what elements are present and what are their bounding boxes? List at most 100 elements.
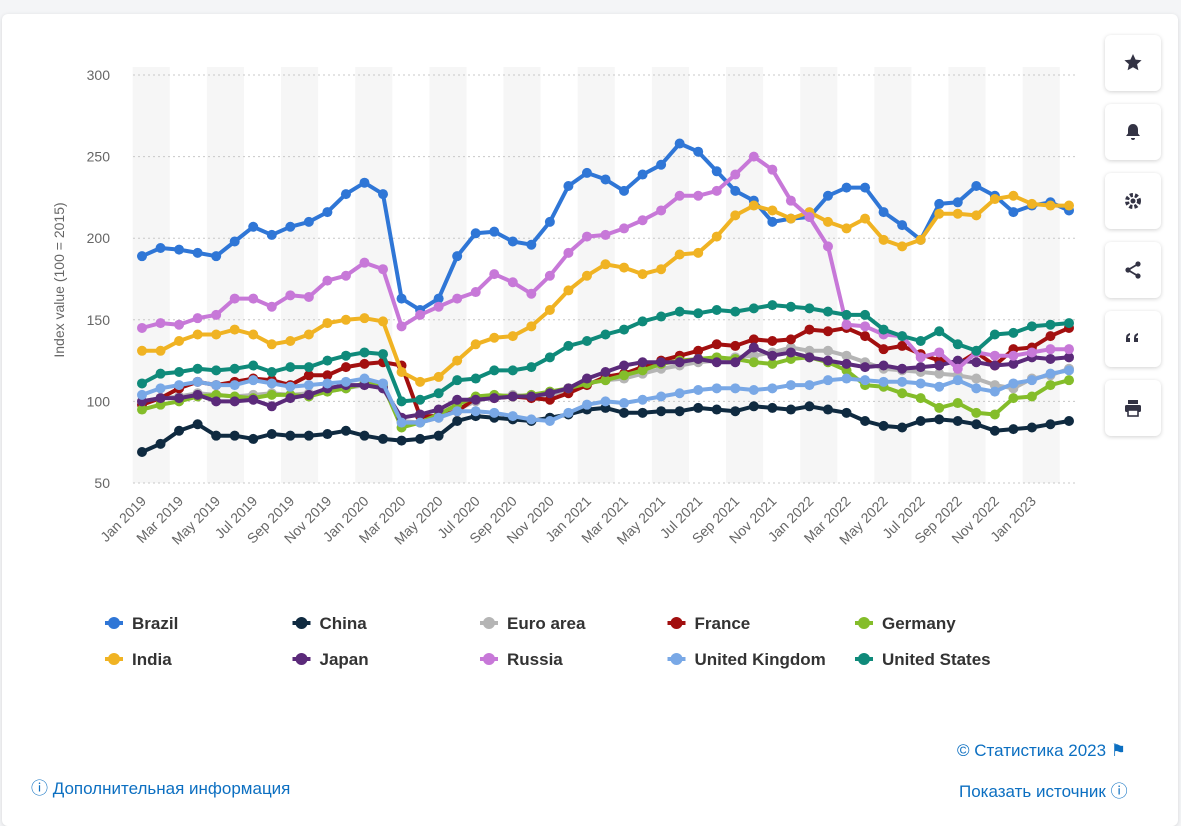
point bbox=[489, 332, 500, 343]
point bbox=[860, 213, 871, 224]
point bbox=[934, 414, 945, 425]
settings-button[interactable] bbox=[1105, 173, 1161, 229]
point bbox=[971, 210, 982, 221]
more-info[interactable]: ⓘ Дополнительная информация bbox=[31, 779, 291, 798]
point bbox=[340, 376, 351, 387]
legend-label: China bbox=[320, 614, 368, 633]
point bbox=[470, 373, 481, 384]
point bbox=[470, 228, 481, 239]
point bbox=[526, 239, 537, 250]
point bbox=[415, 309, 426, 320]
point bbox=[285, 362, 296, 373]
point bbox=[285, 393, 296, 404]
point bbox=[266, 389, 277, 400]
print-button[interactable] bbox=[1105, 380, 1161, 436]
point bbox=[378, 189, 389, 200]
cite-button[interactable] bbox=[1105, 311, 1161, 367]
legend-marker bbox=[858, 617, 870, 629]
show-source[interactable]: Показать источник ⓘ bbox=[959, 782, 1128, 801]
point bbox=[563, 383, 574, 394]
point bbox=[730, 210, 741, 221]
point bbox=[841, 373, 852, 384]
point bbox=[1008, 378, 1019, 389]
point bbox=[1045, 331, 1056, 342]
point bbox=[656, 311, 667, 322]
point bbox=[1064, 365, 1074, 376]
point bbox=[211, 251, 222, 262]
point bbox=[581, 231, 592, 242]
point bbox=[637, 169, 648, 180]
point bbox=[674, 249, 685, 260]
point bbox=[656, 159, 667, 170]
point bbox=[860, 362, 871, 373]
point bbox=[192, 419, 203, 430]
band bbox=[726, 67, 764, 483]
copyright[interactable]: © Статистика 2023 ⚑ bbox=[957, 741, 1127, 760]
point bbox=[526, 414, 537, 425]
point bbox=[433, 430, 444, 441]
point bbox=[433, 293, 444, 304]
point bbox=[934, 208, 945, 219]
point bbox=[563, 340, 574, 351]
point bbox=[507, 391, 518, 402]
point bbox=[897, 363, 908, 374]
point bbox=[934, 347, 945, 358]
point bbox=[897, 388, 908, 399]
point bbox=[452, 355, 463, 366]
notify-button[interactable] bbox=[1105, 104, 1161, 160]
point bbox=[137, 251, 147, 262]
legend-label: Germany bbox=[882, 614, 956, 633]
point bbox=[952, 398, 963, 409]
point bbox=[637, 269, 648, 280]
point bbox=[822, 241, 833, 252]
point bbox=[137, 404, 147, 415]
point bbox=[378, 378, 389, 389]
point bbox=[619, 324, 630, 335]
point bbox=[507, 411, 518, 422]
point bbox=[1008, 190, 1019, 201]
point bbox=[748, 342, 759, 353]
point bbox=[915, 234, 926, 245]
point bbox=[674, 190, 685, 201]
point bbox=[544, 352, 555, 363]
point bbox=[989, 409, 1000, 420]
point bbox=[637, 365, 648, 376]
point bbox=[415, 433, 426, 444]
band bbox=[281, 67, 319, 483]
point bbox=[971, 383, 982, 394]
point bbox=[767, 402, 778, 413]
point bbox=[266, 378, 277, 389]
share-button[interactable] bbox=[1105, 242, 1161, 298]
point bbox=[340, 350, 351, 361]
point bbox=[507, 236, 518, 247]
point bbox=[192, 247, 203, 258]
point bbox=[1008, 393, 1019, 404]
point bbox=[785, 380, 796, 391]
y-tick-label: 100 bbox=[87, 393, 111, 409]
point bbox=[581, 336, 592, 347]
point bbox=[804, 401, 815, 412]
point bbox=[934, 402, 945, 413]
legend-label: Russia bbox=[507, 650, 563, 669]
point bbox=[619, 223, 630, 234]
point bbox=[211, 430, 222, 441]
point bbox=[415, 394, 426, 405]
point bbox=[266, 229, 277, 240]
point bbox=[915, 393, 926, 404]
point bbox=[767, 350, 778, 361]
point bbox=[1045, 368, 1056, 379]
point bbox=[637, 316, 648, 327]
point bbox=[137, 345, 147, 356]
point bbox=[507, 277, 518, 288]
point bbox=[155, 393, 166, 404]
point bbox=[767, 300, 778, 311]
point bbox=[1008, 207, 1019, 218]
point bbox=[174, 244, 185, 255]
point bbox=[693, 308, 704, 319]
favorite-button[interactable] bbox=[1105, 35, 1161, 91]
point bbox=[1008, 350, 1019, 361]
point bbox=[860, 321, 871, 332]
point bbox=[581, 270, 592, 281]
point bbox=[785, 213, 796, 224]
point bbox=[693, 353, 704, 364]
